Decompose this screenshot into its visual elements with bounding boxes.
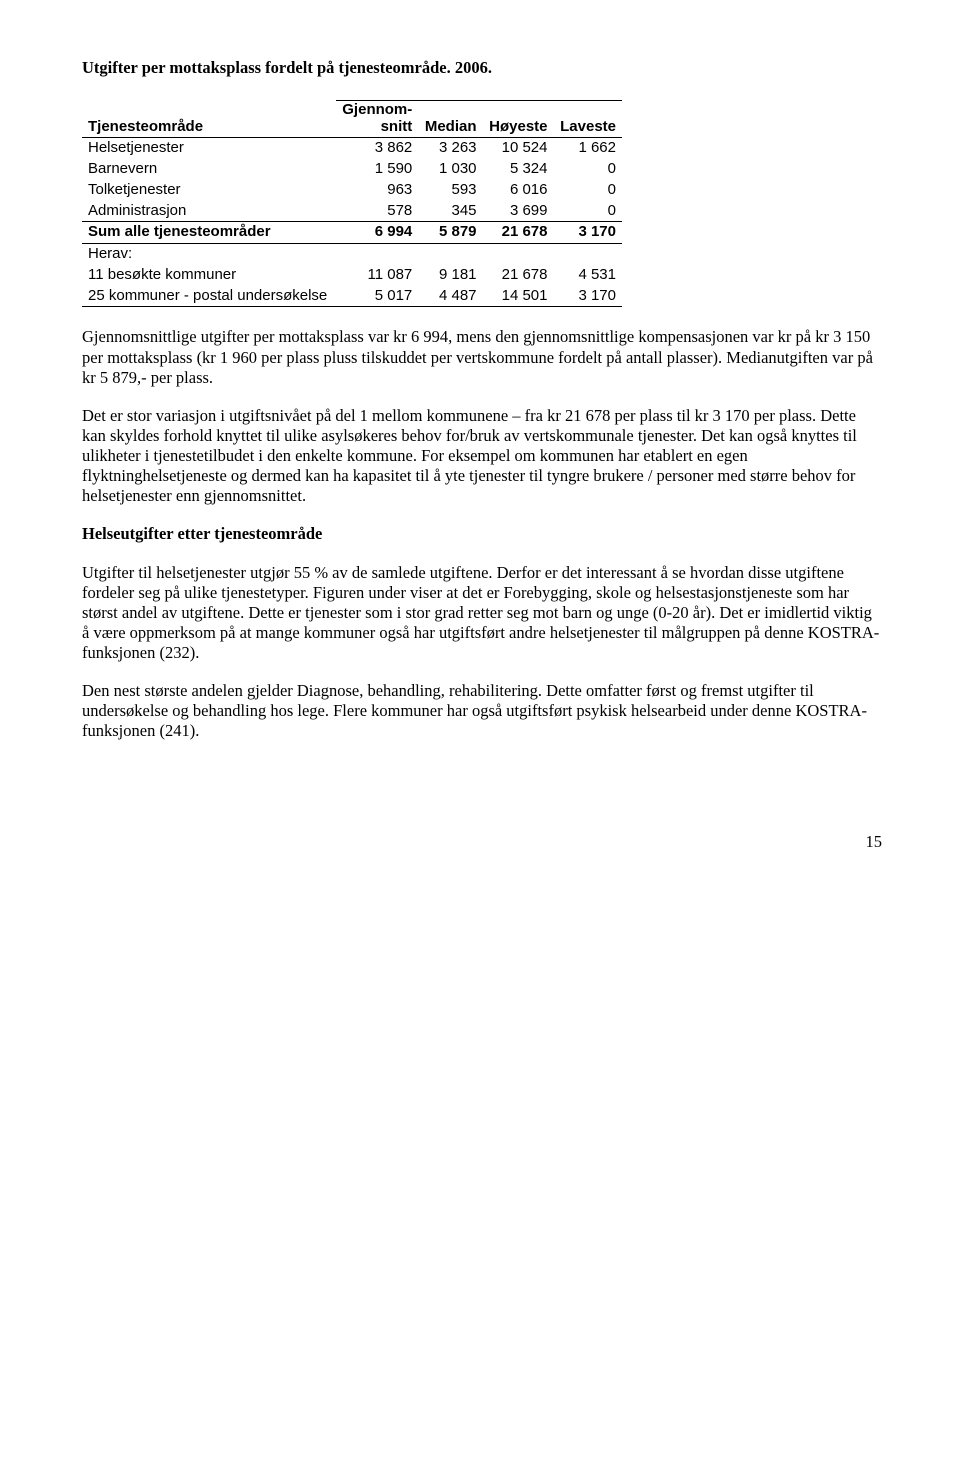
page-title: Utgifter per mottaksplass fordelt på tje… bbox=[82, 58, 882, 78]
table-row: 25 kommuner - postal undersøkelse 5 017 … bbox=[82, 286, 622, 307]
cell: 11 087 bbox=[336, 265, 419, 286]
cell: 21 678 bbox=[483, 265, 554, 286]
cell: 14 501 bbox=[483, 286, 554, 307]
table-row: Helsetjenester 3 862 3 263 10 524 1 662 bbox=[82, 138, 622, 159]
cell: 578 bbox=[336, 201, 419, 222]
page-number: 15 bbox=[82, 832, 882, 852]
cell: 6 994 bbox=[336, 222, 419, 244]
table-sum-row: Sum alle tjenesteområder 6 994 5 879 21 … bbox=[82, 222, 622, 244]
cell: 3 170 bbox=[554, 222, 623, 244]
row-label: Herav: bbox=[82, 244, 336, 265]
row-label: 11 besøkte kommuner bbox=[82, 265, 336, 286]
paragraph: Utgifter til helsetjenester utgjør 55 % … bbox=[82, 563, 882, 664]
expenses-table: Tjenesteområde Gjennom-snitt Median Høye… bbox=[82, 100, 622, 307]
row-label: Sum alle tjenesteområder bbox=[82, 222, 336, 244]
cell: 963 bbox=[336, 180, 419, 201]
paragraph: Gjennomsnittlige utgifter per mottakspla… bbox=[82, 327, 882, 387]
cell: 10 524 bbox=[483, 138, 554, 159]
cell: 1 590 bbox=[336, 159, 419, 180]
table-row: Barnevern 1 590 1 030 5 324 0 bbox=[82, 159, 622, 180]
cell: 1 030 bbox=[418, 159, 482, 180]
paragraph: Den nest største andelen gjelder Diagnos… bbox=[82, 681, 882, 741]
cell: 0 bbox=[554, 201, 623, 222]
col-header-min: Laveste bbox=[554, 101, 623, 138]
cell: 4 487 bbox=[418, 286, 482, 307]
col-header-mean-line1: Gjennom- bbox=[342, 101, 412, 118]
row-label: Helsetjenester bbox=[82, 138, 336, 159]
table-row: 11 besøkte kommuner 11 087 9 181 21 678 … bbox=[82, 265, 622, 286]
cell: 5 017 bbox=[336, 286, 419, 307]
cell: 3 263 bbox=[418, 138, 482, 159]
cell: 3 170 bbox=[554, 286, 623, 307]
row-label: Barnevern bbox=[82, 159, 336, 180]
cell: 3 862 bbox=[336, 138, 419, 159]
row-label: Tolketjenester bbox=[82, 180, 336, 201]
cell: 3 699 bbox=[483, 201, 554, 222]
section-heading: Helseutgifter etter tjenesteområde bbox=[82, 524, 882, 544]
cell: 21 678 bbox=[483, 222, 554, 244]
table-row: Administrasjon 578 345 3 699 0 bbox=[82, 201, 622, 222]
cell: 5 879 bbox=[418, 222, 482, 244]
cell: 345 bbox=[418, 201, 482, 222]
col-header-mean-line2: snitt bbox=[381, 118, 413, 135]
cell: 1 662 bbox=[554, 138, 623, 159]
col-header-median: Median bbox=[418, 101, 482, 138]
col-header-area: Tjenesteområde bbox=[82, 101, 336, 138]
col-header-mean: Gjennom-snitt bbox=[336, 101, 419, 138]
cell: 5 324 bbox=[483, 159, 554, 180]
cell: 6 016 bbox=[483, 180, 554, 201]
cell: 4 531 bbox=[554, 265, 623, 286]
row-label: 25 kommuner - postal undersøkelse bbox=[82, 286, 336, 307]
col-header-max: Høyeste bbox=[483, 101, 554, 138]
cell: 0 bbox=[554, 159, 623, 180]
cell: 593 bbox=[418, 180, 482, 201]
paragraph: Det er stor variasjon i utgiftsnivået på… bbox=[82, 406, 882, 507]
table-row: Tolketjenester 963 593 6 016 0 bbox=[82, 180, 622, 201]
cell: 0 bbox=[554, 180, 623, 201]
table-herav-row: Herav: bbox=[82, 244, 622, 265]
row-label: Administrasjon bbox=[82, 201, 336, 222]
cell: 9 181 bbox=[418, 265, 482, 286]
